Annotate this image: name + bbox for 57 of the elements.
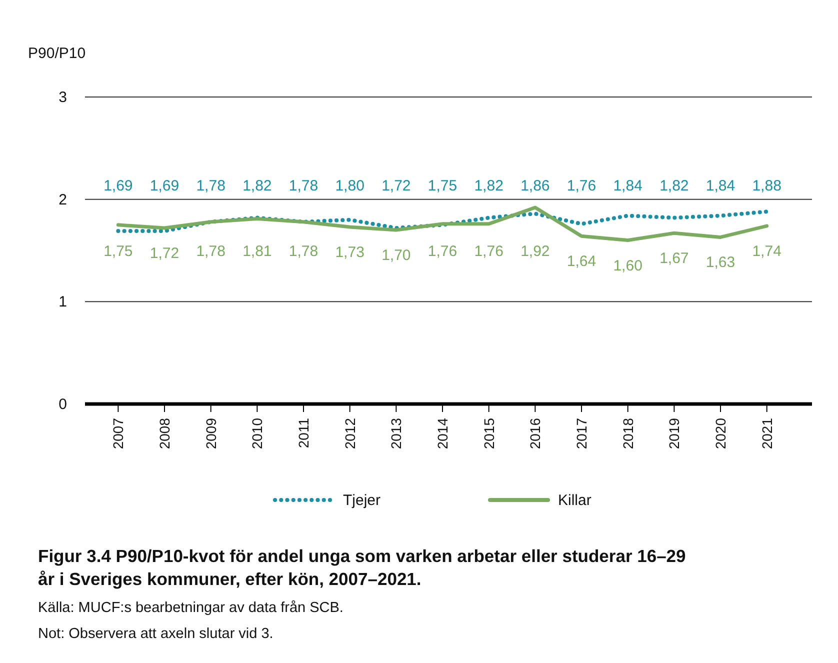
data-label: 1,72 bbox=[382, 178, 411, 195]
x-tick-label: 2017 bbox=[574, 418, 590, 450]
data-label: 1,81 bbox=[242, 242, 272, 260]
line-series bbox=[116, 206, 769, 242]
data-label: 1,74 bbox=[752, 242, 782, 260]
data-label: 1,76 bbox=[428, 242, 458, 260]
data-label: 1,78 bbox=[196, 242, 226, 260]
y-tick-label: 1 bbox=[58, 294, 67, 311]
data-label: 1,92 bbox=[520, 242, 550, 260]
data-label: 1,72 bbox=[150, 244, 180, 262]
x-tick-label: 2019 bbox=[666, 418, 682, 450]
data-label: 1,63 bbox=[706, 254, 736, 272]
data-label: 1,86 bbox=[520, 178, 550, 195]
x-tick-label: 2014 bbox=[434, 418, 450, 450]
data-label: 1,82 bbox=[660, 178, 689, 195]
line-series bbox=[116, 210, 769, 234]
x-tick-label: 2008 bbox=[156, 418, 172, 450]
x-tick-label: 2015 bbox=[480, 418, 497, 450]
data-label: 1,84 bbox=[613, 178, 642, 195]
data-label: 1,69 bbox=[150, 178, 180, 195]
data-label: 1,76 bbox=[474, 242, 504, 260]
data-label: 1,82 bbox=[242, 178, 272, 195]
x-tick-label: 2010 bbox=[249, 418, 266, 450]
x-tick-label: 2007 bbox=[110, 418, 126, 450]
x-tick-label: 2021 bbox=[758, 418, 775, 450]
y-tick-label: 3 bbox=[58, 89, 67, 106]
data-label: 1,78 bbox=[196, 178, 226, 195]
data-label: 1,78 bbox=[288, 242, 318, 260]
x-tick-label: 2016 bbox=[527, 418, 544, 450]
y-tick-label: 2 bbox=[58, 191, 67, 208]
data-label: 1,60 bbox=[613, 257, 642, 274]
data-label: 1,75 bbox=[104, 242, 133, 260]
y-tick-label: 0 bbox=[58, 396, 67, 413]
x-tick-label: 2018 bbox=[620, 418, 636, 450]
x-tick-label: 2012 bbox=[342, 418, 358, 450]
legend-label: Tjejer bbox=[343, 492, 381, 509]
data-label: 1,84 bbox=[706, 178, 736, 195]
data-label: 1,67 bbox=[660, 250, 689, 268]
data-label: 1,64 bbox=[566, 253, 596, 270]
x-tick-label: 2011 bbox=[296, 418, 312, 448]
x-tick-label: 2020 bbox=[712, 418, 728, 450]
data-label: 1,69 bbox=[104, 178, 133, 195]
x-tick-label: 2013 bbox=[388, 418, 404, 450]
data-label: 1,80 bbox=[335, 178, 364, 195]
data-label: 1,70 bbox=[382, 247, 411, 264]
text: Källa: MUCF:s bearbetningar av data från SCB. bbox=[38, 600, 344, 616]
data-label: 1,73 bbox=[335, 244, 364, 261]
legend-label: Killar bbox=[558, 492, 592, 509]
text: Not: Observera att axeln slutar vid 3. bbox=[38, 626, 274, 642]
data-label: 1,78 bbox=[288, 178, 318, 195]
data-label: 1,75 bbox=[428, 178, 458, 195]
data-label: 1,88 bbox=[752, 178, 782, 195]
y-axis-title: P90/P10 bbox=[28, 45, 86, 62]
data-label: 1,76 bbox=[566, 178, 596, 195]
x-tick-label: 2009 bbox=[202, 418, 219, 450]
data-label: 1,82 bbox=[474, 178, 504, 195]
text: Figur 3.4 P90/P10-kvot för andel unga som varken arbetar eller studerar 16–29 år i Sveriges kommuner, efter kön, 2007–2021. bbox=[38, 546, 686, 589]
